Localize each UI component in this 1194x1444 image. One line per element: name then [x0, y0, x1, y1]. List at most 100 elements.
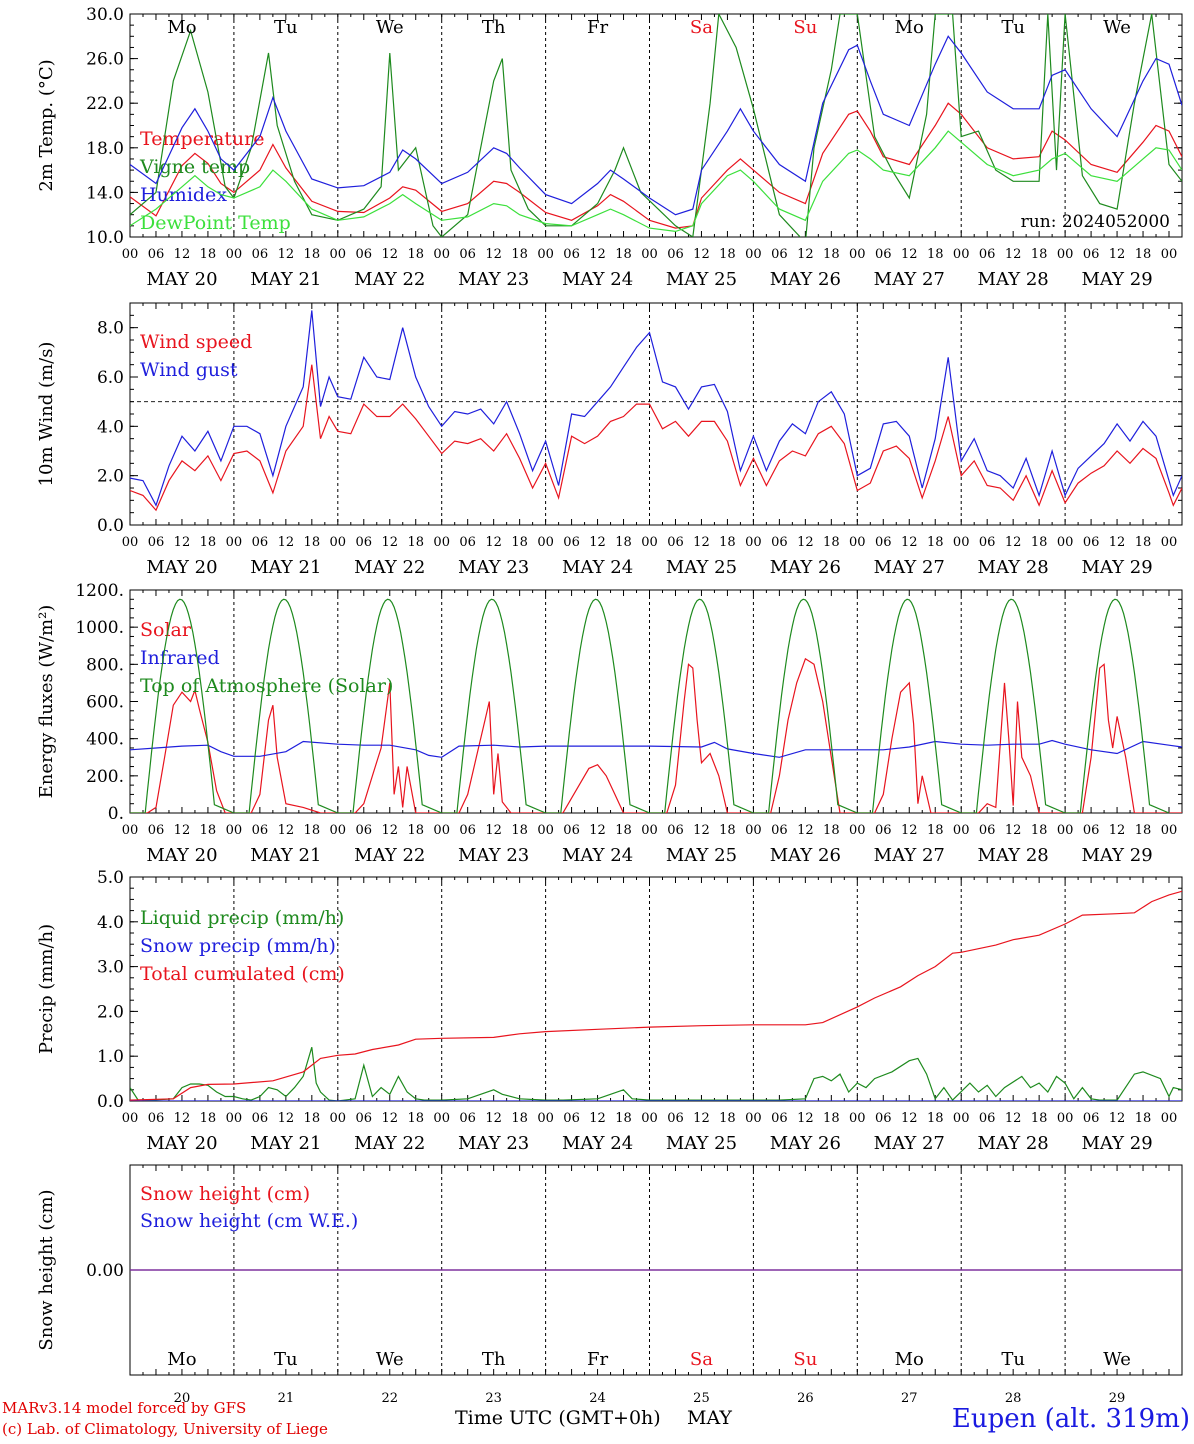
- day-label: Mo: [895, 17, 924, 38]
- hour-label: 00: [953, 535, 970, 550]
- date-label: MAY 22: [354, 269, 425, 290]
- series-line-wind-speed: [130, 364, 1182, 512]
- date-label: MAY 22: [354, 845, 425, 866]
- date-label: MAY 24: [562, 269, 633, 290]
- date-label: MAY 27: [874, 557, 945, 578]
- day-label: We: [376, 17, 404, 38]
- day-label: Sa: [690, 1349, 713, 1370]
- series-line-wind-gust: [130, 310, 1182, 507]
- date-label: MAY 20: [146, 557, 217, 578]
- date-label: MAY 21: [250, 269, 321, 290]
- hour-label: 12: [1005, 1111, 1022, 1126]
- hour-label: 12: [1109, 247, 1126, 262]
- hour-label: 00: [1057, 1111, 1074, 1126]
- x-axis-title: Time UTC (GMT+0h): [455, 1407, 661, 1429]
- hour-label: 18: [1031, 535, 1048, 550]
- hour-label: 00: [433, 823, 450, 838]
- hour-label: 06: [1083, 535, 1100, 550]
- hour-label: 06: [356, 823, 373, 838]
- day-label: Mo: [167, 1349, 196, 1370]
- hour-label: 12: [174, 535, 191, 550]
- y-tick-label: 5.0: [97, 868, 124, 888]
- day-label: Fr: [587, 1349, 608, 1370]
- hour-label: 18: [615, 247, 632, 262]
- hour-label: 18: [719, 247, 736, 262]
- y-tick-label: 18.0: [86, 139, 124, 159]
- hour-label: 06: [459, 1111, 476, 1126]
- y-tick-label: 400.: [86, 730, 124, 750]
- hour-label: 00: [1057, 823, 1074, 838]
- date-number: 29: [1109, 1391, 1126, 1406]
- hour-label: 00: [330, 1111, 347, 1126]
- hour-label: 12: [174, 247, 191, 262]
- date-label: MAY 28: [978, 557, 1049, 578]
- y-axis-title: Snow height (cm): [36, 1189, 57, 1350]
- date-label: MAY 29: [1081, 269, 1152, 290]
- date-label: MAY 21: [250, 845, 321, 866]
- hour-label: 06: [563, 247, 580, 262]
- hour-label: 06: [563, 823, 580, 838]
- hour-label: 12: [1109, 823, 1126, 838]
- hour-label: 12: [381, 247, 398, 262]
- hour-label: 00: [849, 535, 866, 550]
- hour-label: 00: [537, 823, 554, 838]
- panel-precip: 0.0 1.0 2.0 3.0 4.0 5.0 Precip (mm/h) Liquid pr…: [36, 868, 1183, 1154]
- date-number: 23: [485, 1391, 502, 1406]
- date-label: MAY 23: [458, 269, 529, 290]
- day-label: We: [1103, 17, 1131, 38]
- series-line-vigne-temp: [130, 14, 1182, 237]
- date-number: 27: [901, 1391, 918, 1406]
- legend-entry: Infrared: [140, 647, 220, 669]
- hour-label: 00: [122, 535, 139, 550]
- y-axis-title: Precip (mm/h): [36, 924, 57, 1054]
- legend-entry: Temperature: [140, 128, 264, 150]
- hour-label: 12: [901, 247, 918, 262]
- date-label: MAY 21: [250, 1133, 321, 1154]
- hour-label: 00: [122, 1111, 139, 1126]
- y-tick-label: 0.0: [97, 516, 124, 536]
- y-tick-label: 30.0: [86, 5, 124, 25]
- y-tick-label: 0.0: [97, 1092, 124, 1112]
- hour-label: 18: [304, 247, 321, 262]
- date-label: MAY 24: [562, 557, 633, 578]
- hour-label: 06: [771, 535, 788, 550]
- date-label: MAY 25: [666, 269, 737, 290]
- date-label: MAY 27: [874, 1133, 945, 1154]
- y-tick-label: 26.0: [86, 50, 124, 70]
- hour-label: 00: [433, 1111, 450, 1126]
- hour-label: 12: [485, 823, 502, 838]
- y-tick-label: 4.0: [97, 417, 124, 437]
- hour-label: 18: [615, 535, 632, 550]
- hour-label: 18: [1135, 823, 1152, 838]
- hour-label: 18: [823, 823, 840, 838]
- hour-label: 06: [148, 535, 165, 550]
- panel-wind: 0.0 2.0 4.0 6.0 8.0 10m Wind (m/s) Wind speed W…: [36, 302, 1183, 578]
- hour-label: 18: [615, 1111, 632, 1126]
- legend-entry: Snow height (cm W.E.): [140, 1210, 358, 1232]
- hour-label: 18: [1031, 247, 1048, 262]
- panel-snow: 0.00 Snow height (cm) Snow height (cm) Snow…: [36, 1164, 1183, 1406]
- hour-label: 06: [875, 535, 892, 550]
- date-label: MAY 26: [770, 1133, 841, 1154]
- hour-label: 18: [511, 247, 528, 262]
- day-label: Tu: [274, 1349, 298, 1370]
- hour-label: 12: [381, 535, 398, 550]
- hour-label: 18: [927, 535, 944, 550]
- series-line-top-of-atmosphere-solar-: [130, 598, 1170, 813]
- credit-line-2: (c) Lab. of Climatology, University of L…: [2, 1420, 328, 1438]
- hour-label: 06: [875, 1111, 892, 1126]
- hour-label: 06: [875, 247, 892, 262]
- date-label: MAY 21: [250, 557, 321, 578]
- hour-label: 12: [901, 535, 918, 550]
- hour-label: 06: [252, 535, 269, 550]
- hour-label: 00: [1161, 247, 1178, 262]
- hour-label: 06: [148, 247, 165, 262]
- hour-label: 18: [1135, 1111, 1152, 1126]
- day-label: Fr: [587, 17, 608, 38]
- hour-label: 18: [719, 535, 736, 550]
- site-name: Eupen (alt. 319m): [952, 1404, 1190, 1434]
- hour-label: 18: [719, 1111, 736, 1126]
- y-tick-label: 1200.: [75, 581, 124, 601]
- hour-label: 12: [278, 823, 295, 838]
- y-tick-label: 10.0: [86, 228, 124, 248]
